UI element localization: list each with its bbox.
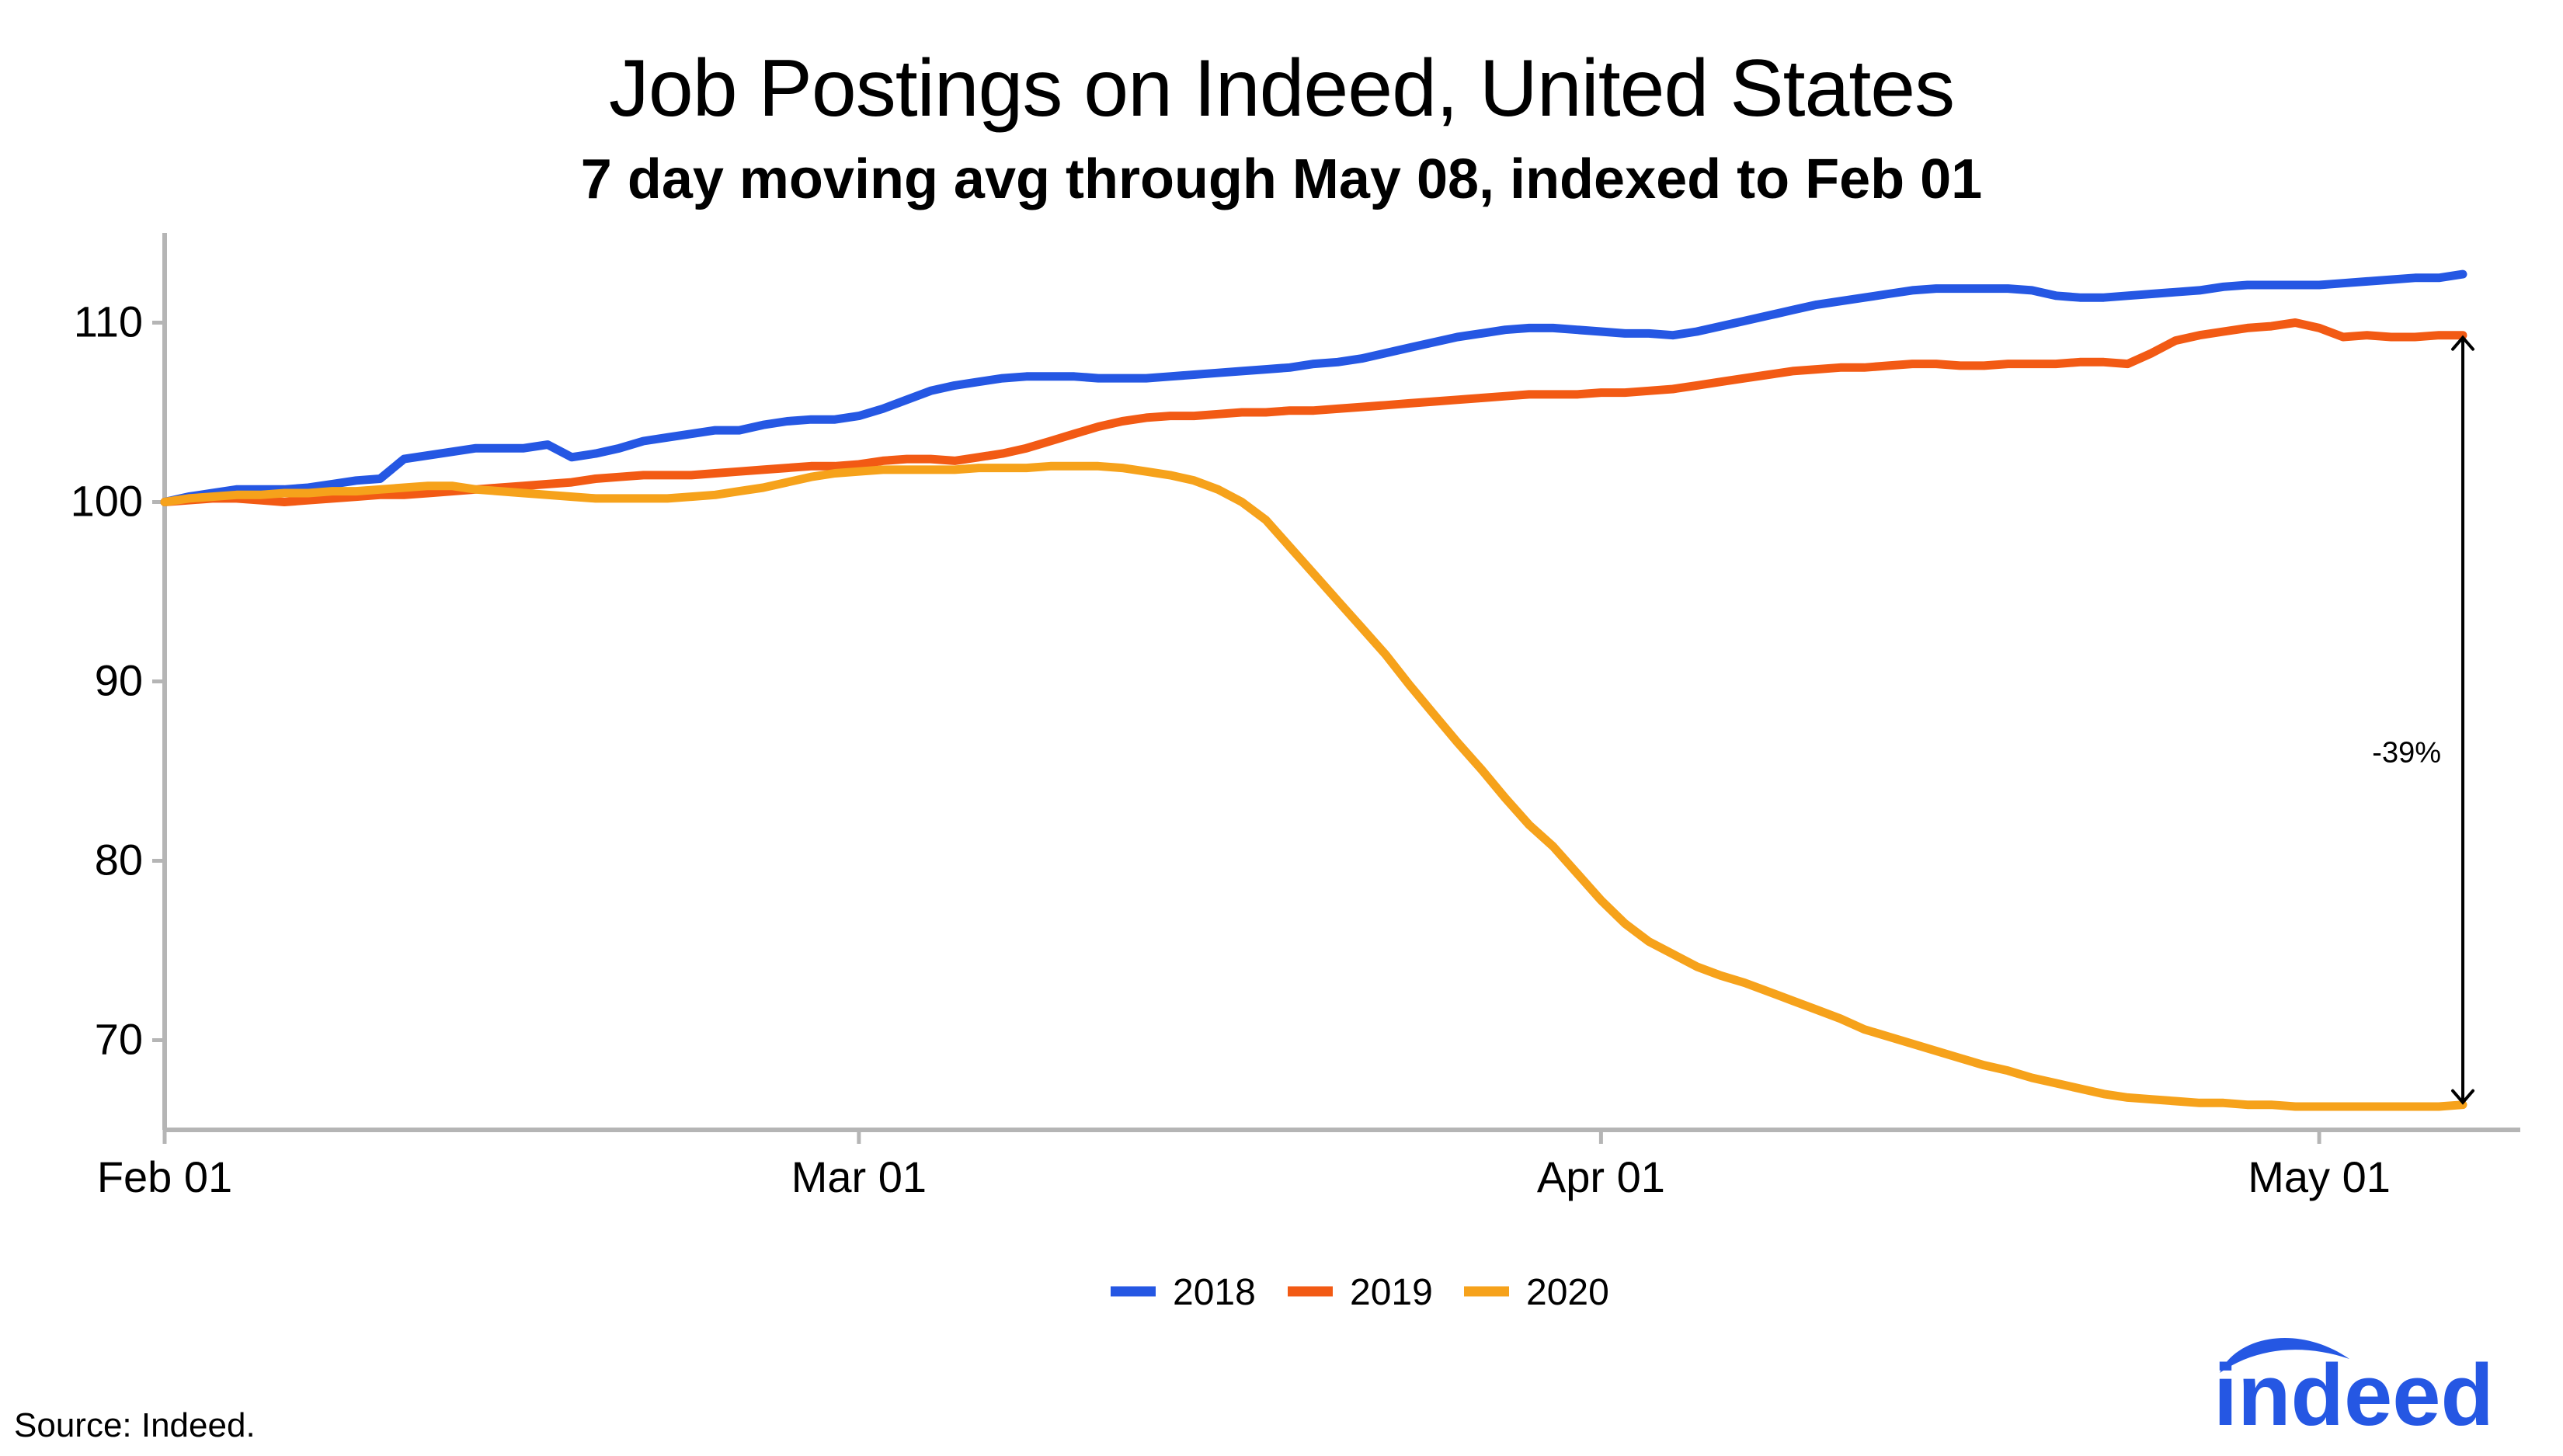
series-line-2018: [160, 269, 2467, 506]
x-tick-label: May 01: [2248, 1152, 2391, 1201]
annotation-arrowhead-bottom: [2451, 1089, 2475, 1105]
chart-axes: 70 80 90 100 110 Feb 01 Mar 01 Apr 01 May 01: [71, 233, 2520, 1201]
indeed-logo: indeed: [2206, 1328, 2516, 1444]
source-note: Source: Indeed.: [14, 1406, 256, 1444]
logo-arc-icon: [2220, 1338, 2349, 1373]
line-chart: 70 80 90 100 110 Feb 01 Mar 01 Apr 01 May 01 -39…: [71, 233, 2520, 1313]
legend-label-2019: 2019: [1350, 1272, 1433, 1313]
y-tick-label: 90: [95, 656, 143, 705]
logo-wordmark: indeed: [2214, 1347, 2494, 1437]
x-tick-label: Apr 01: [1537, 1152, 1665, 1201]
legend-label-2020: 2020: [1526, 1272, 1609, 1313]
chart-legend: 2018 2019 2020: [1111, 1272, 1609, 1313]
y-tick-label: 80: [95, 836, 143, 884]
annotation-arrowhead-top: [2451, 335, 2475, 351]
y-tick-label: 70: [95, 1015, 143, 1064]
difference-annotation: -39%: [2372, 335, 2475, 1105]
annotation-label: -39%: [2372, 736, 2441, 769]
chart-title: Job Postings on Indeed, United States: [608, 43, 1955, 134]
x-tick-label: Feb 01: [97, 1152, 232, 1201]
series-line-2019: [160, 318, 2467, 506]
y-tick-label: 100: [71, 477, 143, 526]
legend-label-2018: 2018: [1173, 1272, 1256, 1313]
x-tick-label: Mar 01: [791, 1152, 927, 1201]
chart-subtitle: 7 day moving avg through May 08, indexed…: [580, 148, 1983, 210]
chart-lines: [160, 269, 2467, 1111]
y-tick-label: 110: [74, 297, 143, 346]
series-line-2020: [160, 461, 2467, 1111]
